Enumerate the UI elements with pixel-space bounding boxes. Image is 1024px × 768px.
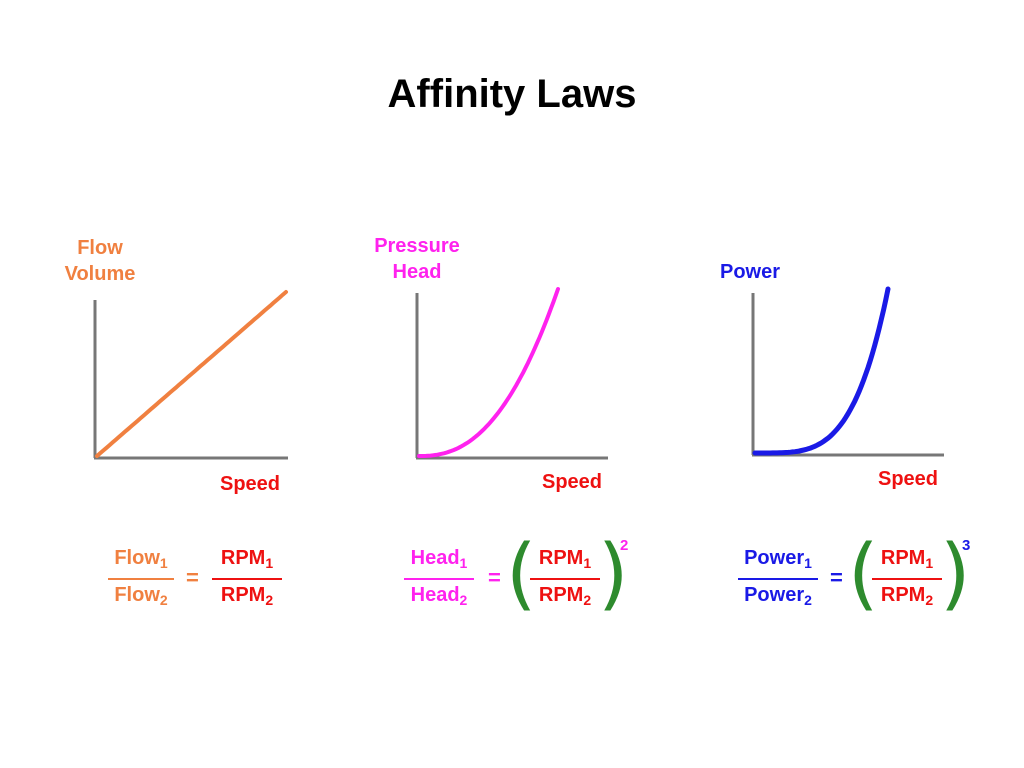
power-left-paren: (: [848, 529, 879, 619]
head-numerator: Head1: [404, 545, 474, 576]
head-num-sub: 1: [459, 555, 468, 571]
flow-numerator: Flow1: [108, 545, 174, 576]
power-rpm-num-text: RPM: [880, 547, 926, 569]
head-curve: [417, 287, 560, 458]
flow-den-sub: 2: [159, 592, 168, 608]
flow-denominator: Flow2: [108, 582, 174, 613]
head-chart-svg: [415, 287, 608, 460]
flow-num-text: Flow: [114, 547, 160, 569]
flow-den-text: Flow: [114, 584, 160, 606]
head-formula: Head1 Head2 = ( RPM1 RPM2 ) 2: [398, 535, 648, 625]
head-rpm-num-text: RPM: [538, 547, 584, 569]
head-ylabel-line2: Head: [392, 261, 442, 283]
power-rpm-den-text: RPM: [880, 584, 926, 606]
head-chart-xlabel: Speed: [542, 471, 603, 493]
power-ratio: Power1 Power2: [738, 545, 818, 613]
flow-rpm-fraction-bar: [212, 578, 282, 580]
head-left-paren: (: [506, 529, 537, 619]
power-curve: [752, 286, 891, 456]
power-ylabel-line2: Power: [719, 261, 781, 283]
flow-rpm-den-sub: 2: [265, 592, 274, 608]
flow-chart-ylabel: Flow Volume: [50, 235, 150, 287]
head-right-paren: ): [598, 529, 629, 619]
head-den-sub: 2: [459, 592, 468, 608]
power-rpm-ratio: RPM1 RPM2: [872, 545, 942, 613]
head-equals: =: [488, 565, 501, 590]
flow-ratio: Flow1 Flow2: [108, 545, 174, 613]
power-chart-panel: Power Speed: [698, 225, 998, 515]
head-rpm-den-text: RPM: [538, 584, 584, 606]
power-num-sub: 1: [804, 555, 812, 571]
head-denominator: Head2: [404, 582, 474, 613]
head-rpm-denominator: RPM2: [530, 582, 600, 613]
head-rpm-ratio: RPM1 RPM2: [530, 545, 600, 613]
power-fraction-bar: [738, 578, 818, 580]
flow-chart-xlabel: Speed: [220, 473, 281, 495]
power-chart-svg: [751, 286, 944, 457]
flow-rpm-ratio: RPM1 RPM2: [212, 545, 282, 613]
head-exponent: 2: [620, 537, 629, 554]
head-rpm-den-sub: 2: [583, 592, 592, 608]
flow-rpm-num-text: RPM: [220, 547, 266, 569]
power-den-sub: 2: [804, 592, 812, 608]
flow-fraction-bar: [108, 578, 174, 580]
power-rpm-num-sub: 1: [925, 555, 934, 571]
power-exponent: 3: [962, 537, 971, 554]
flow-rpm-num-sub: 1: [265, 555, 274, 571]
flow-ylabel-line1: Flow: [77, 237, 123, 259]
power-equals: =: [830, 565, 843, 590]
power-denominator: Power2: [738, 582, 818, 613]
power-num-text: Power: [744, 547, 805, 569]
power-rpm-den-sub: 2: [925, 592, 934, 608]
page-title: Affinity Laws: [387, 72, 637, 116]
head-fraction-bar: [404, 578, 474, 580]
power-rpm-denominator: RPM2: [872, 582, 942, 613]
flow-formula: Flow1 Flow2 = RPM1 RPM2: [100, 535, 300, 625]
power-chart-xlabel: Speed: [878, 468, 939, 490]
head-num-text: Head: [410, 547, 460, 569]
flow-ylabel-line2: Volume: [64, 263, 136, 285]
power-right-paren: ): [940, 529, 971, 619]
power-den-text: Power: [744, 584, 805, 606]
head-chart-ylabel: Pressure Head: [362, 233, 472, 285]
head-den-text: Head: [410, 584, 460, 606]
flow-chart-panel: Flow Volume Speed: [40, 225, 340, 515]
flow-rpm-denominator: RPM2: [212, 582, 282, 613]
flow-chart-svg: [93, 290, 288, 460]
power-rpm-fraction-bar: [872, 578, 942, 580]
head-rpm-num-sub: 1: [583, 555, 592, 571]
head-rpm-fraction-bar: [530, 578, 600, 580]
power-formula: Power1 Power2 = ( RPM1 RPM2 ) 3: [732, 535, 982, 625]
head-ratio: Head1 Head2: [404, 545, 474, 613]
head-ylabel-line1: Pressure: [374, 235, 460, 257]
flow-curve: [95, 290, 288, 458]
flow-rpm-den-text: RPM: [220, 584, 266, 606]
flow-equals: =: [186, 565, 199, 590]
flow-rpm-numerator: RPM1: [212, 545, 282, 576]
power-rpm-numerator: RPM1: [872, 545, 942, 576]
power-chart-ylabel: Power: [698, 233, 802, 285]
head-rpm-numerator: RPM1: [530, 545, 600, 576]
flow-num-sub: 1: [159, 555, 168, 571]
power-numerator: Power1: [738, 545, 818, 576]
head-chart-panel: Pressure Head Speed: [362, 225, 662, 515]
